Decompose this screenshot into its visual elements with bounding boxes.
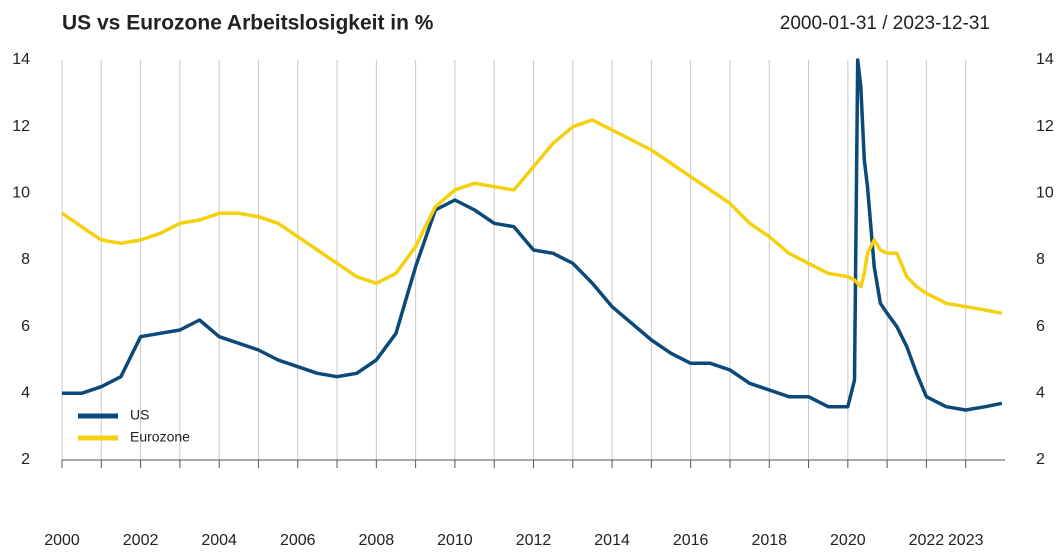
x-tick-label: 2012 xyxy=(516,532,552,549)
legend-label: Eurozone xyxy=(130,429,190,445)
y2-tick-label: 4 xyxy=(1036,385,1045,402)
y-tick-label: 10 xyxy=(12,185,30,202)
y-tick-label: 6 xyxy=(21,318,30,335)
y-tick-label: 12 xyxy=(12,118,30,135)
y-tick-label: 4 xyxy=(21,385,30,402)
x-tick-label: 2006 xyxy=(280,532,316,549)
x-tick-label: 2020 xyxy=(830,532,866,549)
y2-tick-label: 2 xyxy=(1036,451,1045,468)
legend-label: US xyxy=(130,407,149,423)
x-tick-label: 2002 xyxy=(123,532,159,549)
y2-tick-label: 12 xyxy=(1036,118,1054,135)
y2-tick-label: 14 xyxy=(1036,51,1054,68)
x-tick-label: 2016 xyxy=(673,532,709,549)
y-tick-label: 14 xyxy=(12,51,30,68)
x-tick-label: 2023 xyxy=(948,532,984,549)
x-tick-label: 2000 xyxy=(44,532,80,549)
chart-title: US vs Eurozone Arbeitslosigkeit in % xyxy=(62,12,434,35)
y-tick-label: 8 xyxy=(21,251,30,268)
x-tick-label: 2018 xyxy=(751,532,787,549)
x-tick-label: 2008 xyxy=(359,532,395,549)
y2-tick-label: 8 xyxy=(1036,251,1045,268)
x-tick-label: 2014 xyxy=(594,532,630,549)
line-series xyxy=(62,58,1003,412)
line-series xyxy=(61,118,1003,316)
x-tick-label: 2010 xyxy=(437,532,473,549)
y-tick-label: 2 xyxy=(21,451,30,468)
x-tick-label: 2022 xyxy=(909,532,945,549)
x-tick-label: 2004 xyxy=(201,532,237,549)
y2-tick-label: 10 xyxy=(1036,185,1054,202)
y2-tick-label: 6 xyxy=(1036,318,1045,335)
chart-subtitle: 2000-01-31 / 2023-12-31 xyxy=(780,13,990,34)
